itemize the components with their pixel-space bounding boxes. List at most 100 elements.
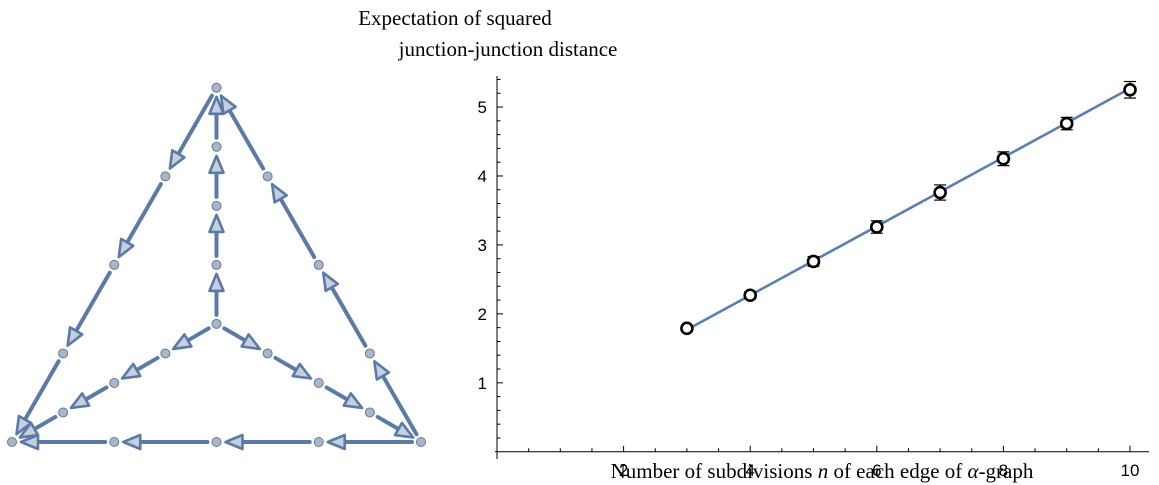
diagram-node [160, 348, 171, 359]
diagram-arrowhead [219, 94, 237, 116]
chart-plot-area [680, 80, 1137, 336]
y-tick-label: 4 [478, 167, 487, 186]
alpha-graph-nodes [7, 82, 426, 447]
diagram-edge-arrow [66, 270, 112, 347]
data-point [870, 220, 884, 234]
diagram-edge-arrow [208, 272, 225, 317]
diagram-node [7, 437, 17, 447]
diagram-arrowhead [171, 333, 193, 351]
diagram-edge-shaft [73, 270, 112, 335]
diagram-node [109, 259, 120, 270]
diagram-arrowhead [18, 421, 40, 439]
diagram-node [58, 407, 69, 418]
x-axis-label-part-3: -graph [979, 459, 1034, 483]
diagram-edge-shaft [375, 414, 403, 432]
diagram-node [364, 348, 375, 359]
diagram-arrowhead [224, 433, 244, 451]
data-point-group [680, 321, 694, 336]
diagram-edge-shaft [133, 355, 160, 373]
x-axis-label-part-1: Number of subdivisions [611, 459, 818, 483]
diagram-arrowhead [19, 433, 40, 451]
diagram-node [313, 259, 324, 270]
diagram-edge-arrow [18, 414, 58, 439]
diagram-edge-arrow [219, 94, 266, 171]
x-axis-label-part-2: of each edge of [828, 459, 967, 483]
data-point [680, 321, 694, 336]
diagram-arrowhead [120, 362, 142, 380]
diagram-arrowhead [393, 421, 415, 439]
diagram-edge-shaft [273, 355, 300, 373]
diagram-edge-shaft [30, 414, 58, 432]
data-point-group [933, 184, 947, 201]
diagram-edge-shaft [379, 372, 419, 437]
data-point [1059, 116, 1074, 131]
diagram-arrowhead [117, 237, 135, 259]
data-point [1123, 82, 1137, 97]
diagram-edge-arrow [208, 95, 225, 140]
x-tick-label: 8 [999, 461, 1008, 480]
diagram-edge-shaft [124, 182, 163, 247]
diagram-edge-arrow [121, 433, 210, 451]
diagram-arrowhead [326, 433, 347, 451]
diagram-arrowhead [69, 392, 91, 410]
data-point-group [743, 288, 758, 303]
diagram-edge-arrow [208, 213, 225, 258]
diagram-edge-arrow [375, 414, 415, 439]
diagram-edge-arrow [321, 271, 368, 348]
data-point-group [806, 254, 821, 269]
diagram-arrowhead [240, 333, 262, 351]
diagram-edge-arrow [15, 359, 61, 436]
diagram-arrowhead [208, 272, 225, 293]
diagram-edge-arrow [171, 326, 211, 351]
data-point-group [1059, 116, 1074, 131]
diagram-edge-arrow [222, 326, 262, 351]
x-tick-label: 6 [872, 461, 881, 480]
diagram-edge-shaft [277, 195, 317, 260]
x-axis-label: Number of subdivisions n of each edge of… [611, 459, 1034, 483]
x-axis-label-var-n: n [818, 459, 829, 483]
diagram-edge-shaft [222, 326, 249, 344]
x-tick-label: 2 [619, 461, 628, 480]
diagram-arrowhead [208, 95, 225, 116]
chart-title-line-1: Expectation of squared [358, 6, 552, 30]
diagram-edge-arrow [69, 385, 109, 410]
diagram-node [313, 378, 324, 389]
data-point-group [996, 151, 1011, 167]
diagram-edge-arrow [117, 182, 163, 259]
diagram-edge-arrow [120, 355, 160, 380]
diagram-node [160, 171, 171, 182]
diagram-edge-arrow [324, 385, 364, 410]
data-point [933, 185, 947, 200]
diagram-node [211, 200, 222, 211]
chart-title: Expectation of squared junction-junction… [358, 6, 617, 61]
diagram-edge-arrow [224, 433, 312, 451]
y-tick-label: 1 [478, 374, 487, 393]
data-point [806, 254, 821, 269]
diagram-edge-shaft [175, 93, 214, 158]
diagram-arrowhead [373, 359, 391, 381]
diagram-edge-arrow [168, 93, 214, 170]
diagram-edge-shaft [328, 283, 368, 348]
data-point [743, 288, 758, 303]
diagram-edge-arrow [208, 154, 225, 199]
data-point [996, 151, 1011, 166]
x-axis-label-greek-alpha: α [968, 459, 980, 483]
alpha-graph-diagram [15, 93, 419, 451]
diagram-node [313, 437, 324, 447]
fit-line [686, 87, 1131, 331]
diagram-arrowhead [342, 392, 364, 410]
y-tick-label: 3 [478, 236, 487, 255]
data-point-group [870, 220, 884, 234]
diagram-node [416, 437, 426, 447]
diagram-edge-shaft [22, 359, 61, 424]
diagram-edge-arrow [373, 359, 419, 437]
diagram-arrowhead [15, 414, 33, 436]
diagram-edge-arrow [273, 355, 313, 380]
diagram-node [58, 348, 69, 359]
diagram-node [211, 437, 222, 447]
diagram-arrowhead [208, 213, 225, 234]
diagram-node [211, 82, 222, 93]
diagram-arrowhead [291, 362, 313, 380]
diagram-node [109, 437, 120, 447]
